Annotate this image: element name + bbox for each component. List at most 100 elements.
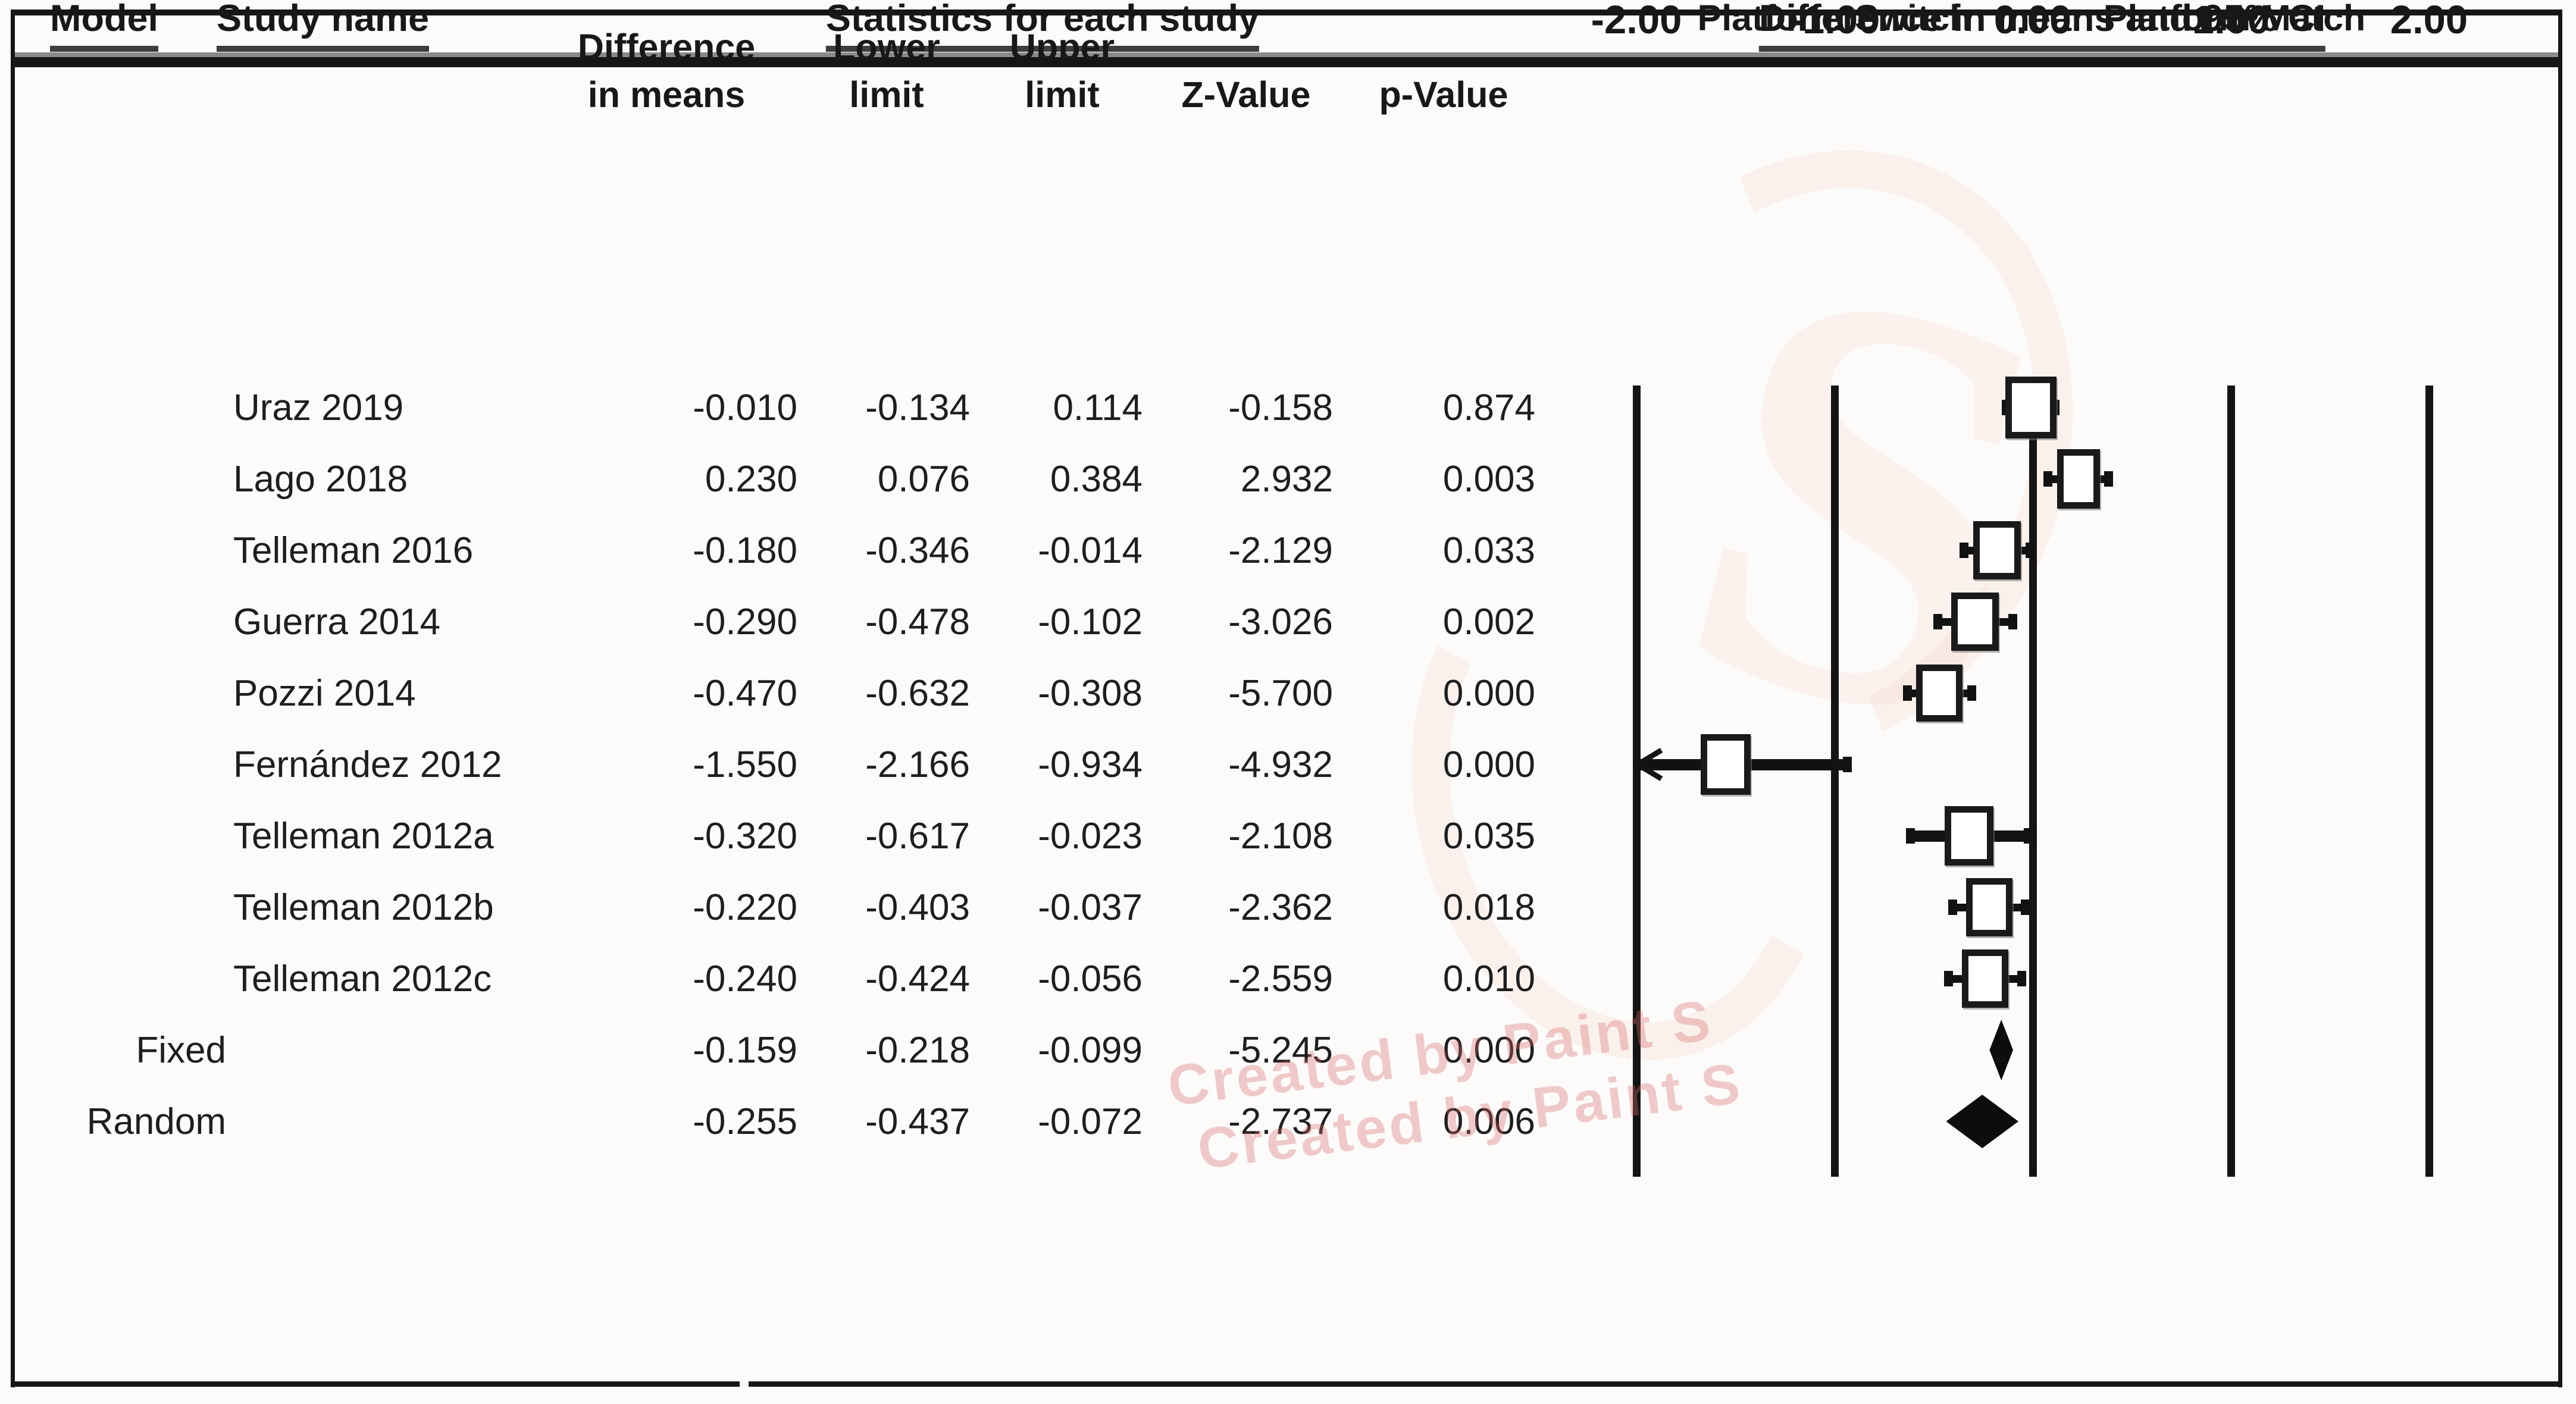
stat-value-cell: -2.129 [1228, 529, 1333, 571]
stat-value-cell: 0.035 [1442, 815, 1535, 857]
model-cell [24, 943, 226, 1014]
x-axis-tick-label: 0.00 [1993, 0, 2072, 42]
study-name-cell: Telleman 2016 [233, 529, 474, 571]
right-direction-label: Platform Match [2103, 0, 2366, 38]
stat-value-cell: -2.166 [865, 744, 970, 785]
stat-value-cell: -5.245 [1228, 1029, 1333, 1071]
model-cell [24, 586, 226, 657]
header-rule [11, 57, 2562, 67]
study-point-estimate-marker [1951, 593, 1999, 651]
stat-value-cell: -0.934 [1038, 744, 1143, 785]
stat-value-cell: -0.424 [865, 958, 970, 999]
difference-in-means-header-line2: in means [587, 74, 746, 115]
stat-value-cell: -3.026 [1228, 601, 1333, 643]
study-name-cell: Lago 2018 [233, 458, 408, 500]
ci-upper-cap [2008, 614, 2017, 629]
ci-lower-cap [1933, 614, 1943, 629]
stat-value-cell: 0.010 [1442, 958, 1535, 999]
study-name-cell [233, 1086, 614, 1157]
x-axis-tick-label: 1.00 [2192, 0, 2270, 42]
stat-value-cell: -0.346 [865, 529, 970, 571]
axis-reference-line [1830, 386, 1839, 1177]
stat-value-cell: -0.632 [865, 672, 970, 714]
study-name-cell: Fernández 2012 [233, 744, 502, 785]
stat-value-cell: -0.014 [1038, 529, 1143, 571]
study-point-estimate-marker [1965, 878, 2012, 936]
stat-value-cell: 0.384 [1050, 458, 1143, 500]
study-name-cell: Telleman 2012b [233, 886, 494, 928]
study-name-cell: Uraz 2019 [233, 387, 404, 428]
study-point-estimate-marker [1916, 665, 1963, 722]
stat-value-cell: -0.099 [1038, 1029, 1143, 1071]
figure-left-border [11, 10, 15, 1387]
axis-reference-line [1632, 386, 1641, 1177]
ci-lower-cap [1960, 543, 1969, 558]
stat-value-cell: 0.033 [1442, 529, 1535, 571]
x-axis-tick-label: 2.00 [2390, 0, 2468, 42]
stat-value-cell: 0.003 [1442, 458, 1535, 500]
z-value-column-header: Z-Value [1157, 0, 1335, 119]
table-row: Telleman 2012a -0.320 -0.617 -0.023 -2.108 0.… [0, 800, 1607, 872]
ci-upper-cap [1843, 757, 1852, 772]
figure-top-border [11, 10, 2562, 15]
study-point-estimate-marker [1962, 949, 2009, 1008]
study-name-cell [233, 1014, 614, 1086]
p-value-header-label: p-Value [1379, 74, 1508, 115]
stat-value-cell: -5.700 [1228, 672, 1333, 714]
difference-in-means-column-header: Difference in means [553, 0, 780, 119]
lower-limit-header-line2: limit [849, 74, 924, 115]
model-cell: Random [86, 1101, 226, 1142]
stat-value-cell: -0.159 [693, 1029, 797, 1071]
table-row: Random -0.255 -0.437 -0.072 -2.737 0.006 [0, 1086, 1607, 1157]
study-name-cell: Telleman 2012c [233, 958, 492, 999]
stat-value-cell: -0.470 [693, 672, 797, 714]
stat-value-cell: -0.255 [693, 1101, 797, 1142]
left-direction-label: Platform Switch [1697, 0, 1972, 38]
model-cell [24, 872, 226, 943]
model-column-header: Model [50, 0, 158, 52]
ci-upper-cap [2025, 543, 2034, 558]
stat-value-cell: -0.617 [865, 815, 970, 857]
model-cell [24, 729, 226, 800]
summary-diamond-marker [1989, 1020, 2014, 1080]
ci-upper-cap [2104, 471, 2114, 487]
study-name-column-header: Study name [217, 0, 430, 52]
study-point-estimate-marker [1973, 521, 2021, 579]
stat-value-cell: -0.010 [693, 387, 797, 428]
study-point-estimate-marker [1700, 734, 1751, 795]
table-row: Fixed -0.159 -0.218 -0.099 -5.245 0.000 [0, 1014, 1607, 1086]
x-axis-tick-label: -1.00 [1789, 0, 1880, 42]
stat-value-cell: 0.874 [1442, 387, 1535, 428]
ci-lower-cap [2043, 471, 2052, 487]
stat-value-cell: -0.023 [1038, 815, 1143, 857]
study-point-estimate-marker [2057, 449, 2100, 509]
stat-value-cell: -0.437 [865, 1101, 970, 1142]
table-row: Guerra 2014 -0.290 -0.478 -0.102 -3.026 0.002 [0, 586, 1607, 657]
stat-value-cell: -0.290 [693, 601, 797, 643]
header-rule-shadow [11, 52, 2562, 57]
ci-arrow-left-icon [1632, 747, 1664, 782]
stat-value-cell: -0.218 [865, 1029, 970, 1071]
stat-value-cell: -1.550 [693, 744, 797, 785]
stat-value-cell: 0.018 [1442, 886, 1535, 928]
stat-value-cell: 0.230 [705, 458, 797, 500]
stat-value-cell: -0.478 [865, 601, 970, 643]
ci-upper-cap [2017, 971, 2026, 986]
summary-diamond-marker [1946, 1095, 2018, 1148]
ci-upper-cap [2023, 828, 2033, 844]
stat-value-cell: 0.000 [1442, 672, 1535, 714]
stat-value-cell: -0.056 [1038, 958, 1143, 999]
stat-value-cell: 0.114 [1053, 387, 1143, 428]
table-row: Telleman 2012b -0.220 -0.403 -0.037 -2.362 0.… [0, 872, 1607, 943]
stat-value-cell: -2.108 [1228, 815, 1333, 857]
study-point-estimate-marker [1945, 806, 1994, 866]
model-cell [24, 800, 226, 872]
p-value-column-header: p-Value [1354, 0, 1533, 119]
figure-bottom-border-right [749, 1381, 2562, 1387]
model-cell [24, 372, 226, 443]
model-cell: Fixed [136, 1029, 226, 1071]
upper-limit-column-header: Upper limit [976, 0, 1148, 119]
figure-right-border [2558, 10, 2562, 1387]
study-name-cell: Telleman 2012a [233, 815, 494, 857]
stat-value-cell: -0.037 [1038, 886, 1143, 928]
